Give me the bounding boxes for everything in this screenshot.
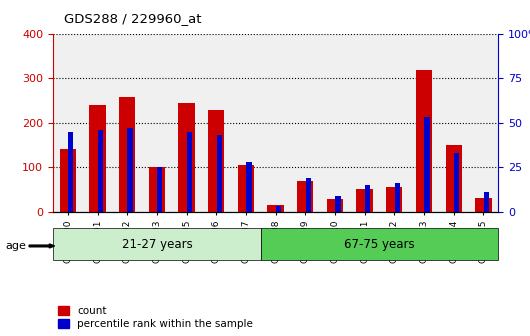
Bar	[261, 228, 498, 260]
Text: GDS288 / 229960_at: GDS288 / 229960_at	[64, 12, 201, 25]
Bar	[128, 128, 133, 212]
Text: age: age	[5, 241, 26, 251]
Bar	[208, 110, 224, 212]
Bar	[246, 162, 252, 212]
Legend: count, percentile rank within the sample: count, percentile rank within the sample	[58, 306, 253, 329]
Bar	[238, 165, 254, 212]
Bar	[149, 167, 165, 212]
Bar	[217, 135, 222, 212]
Bar	[327, 199, 343, 212]
Bar	[157, 167, 163, 212]
Bar	[446, 145, 462, 212]
Bar	[484, 192, 489, 212]
Bar	[306, 178, 311, 212]
Bar	[416, 70, 432, 212]
Bar	[187, 131, 192, 212]
Bar	[53, 228, 261, 260]
Bar	[98, 130, 103, 212]
Bar	[90, 105, 105, 212]
Text: 21-27 years: 21-27 years	[121, 238, 192, 251]
Bar	[119, 97, 135, 212]
Bar	[454, 153, 460, 212]
Bar	[276, 206, 281, 212]
Bar	[365, 185, 370, 212]
Bar	[268, 205, 284, 212]
Bar	[60, 149, 76, 212]
Bar	[68, 131, 74, 212]
Bar	[297, 181, 313, 212]
Text: 67-75 years: 67-75 years	[344, 238, 415, 251]
Bar	[425, 117, 430, 212]
Bar	[357, 190, 373, 212]
Bar	[335, 196, 341, 212]
Bar	[179, 102, 195, 212]
Bar	[386, 187, 402, 212]
Bar	[395, 183, 400, 212]
Bar	[475, 198, 491, 212]
